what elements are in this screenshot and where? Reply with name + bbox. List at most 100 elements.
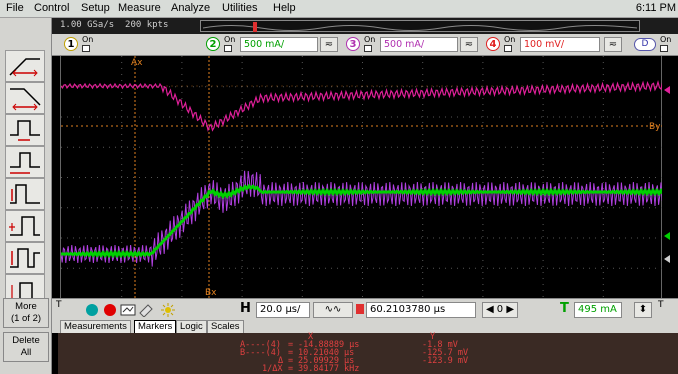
rising-edge-trigger-button[interactable] <box>5 50 45 82</box>
status-strip: 1.00 GSa/s 200 kpts <box>52 18 678 34</box>
marker-inverse-delta-x: 39.84177 kHz <box>298 364 360 374</box>
timeout-trigger-button[interactable] <box>5 210 45 242</box>
left-toolbar: More (1 of 2) Delete All <box>0 18 52 374</box>
waveform-display[interactable]: Ax Bx By <box>60 56 665 298</box>
coupling-icon: ≂ <box>324 39 334 50</box>
delay-field[interactable]: 60.2103780 µs <box>366 302 476 318</box>
menu-analyze[interactable]: Analyze <box>171 2 211 14</box>
channel-3-checkbox-icon <box>364 45 372 52</box>
trigger-level-spinner[interactable]: ⬍ <box>634 302 652 318</box>
menu-setup[interactable]: Setup <box>81 2 110 14</box>
trigger-icon: T <box>56 300 62 310</box>
channel-2-scale-field[interactable]: 500 mA/ <box>240 37 318 52</box>
marker-delta-label: Δ <box>278 356 284 366</box>
marker-b-eq: = <box>288 348 294 358</box>
digital-checkbox-icon <box>660 45 668 52</box>
channel-1-button[interactable]: 1 <box>64 37 78 51</box>
tab-measurements[interactable]: Measurements <box>60 320 131 333</box>
channel-2-on-toggle[interactable]: On <box>224 35 238 52</box>
markers-header-y: Y <box>430 332 436 342</box>
delete-sub-label: All <box>20 347 32 358</box>
more-button[interactable]: More (1 of 2) <box>3 298 49 328</box>
markers-header-x: X <box>308 332 314 342</box>
channel-4-checkbox-icon <box>504 45 512 52</box>
channel-4-scale-field[interactable]: 100 mV/ <box>520 37 600 52</box>
marker-bx-label: Bx <box>205 288 217 298</box>
run-button[interactable] <box>84 303 100 317</box>
tab-scales[interactable]: Scales <box>207 320 244 333</box>
delete-all-button[interactable]: Delete All <box>3 332 49 362</box>
channel-bar: 1 On 2 On 500 mA/ ≂ 3 On 500 mA/ ≂ 4 On … <box>52 34 678 56</box>
point-count: 200 kpts <box>125 20 169 30</box>
marker-b-x: 10.21040 µs <box>298 348 355 358</box>
channel-4-coupling-button[interactable]: ≂ <box>604 37 622 52</box>
pattern-trigger-button[interactable] <box>5 242 45 274</box>
menu-measure[interactable]: Measure <box>118 2 161 14</box>
channel-3-button[interactable]: 3 <box>346 37 360 51</box>
channel-4-waveform <box>60 79 664 132</box>
menu-file[interactable]: File <box>6 2 24 14</box>
runt-trigger-button[interactable] <box>5 178 45 210</box>
menu-utilities[interactable]: Utilities <box>222 2 258 14</box>
channel-1-on-toggle[interactable]: On <box>82 35 96 52</box>
channel-3-scale-field[interactable]: 500 mA/ <box>380 37 458 52</box>
marker-a-eq: = <box>288 340 294 350</box>
channel-2-offset-marker[interactable] <box>664 232 670 240</box>
knob-icon: ∿∿ <box>324 304 342 315</box>
marker-delta-eq: = <box>288 356 294 366</box>
delay-reference-icon <box>356 304 364 314</box>
marker-inverse-delta-label: 1/ΔX <box>262 364 283 374</box>
menu-help[interactable]: Help <box>273 2 296 14</box>
glitch-trigger-button[interactable] <box>5 146 45 178</box>
channel-4-on-toggle[interactable]: On <box>504 35 518 52</box>
tab-logic[interactable]: Logic <box>176 320 207 333</box>
spinner-icon: ⬍ <box>638 304 648 315</box>
horizontal-tag: H <box>240 301 251 316</box>
channel-3-coupling-button[interactable]: ≂ <box>460 37 478 52</box>
tab-bar: Measurements Markers Logic Scales <box>52 320 678 333</box>
menu-control[interactable]: Control <box>34 2 70 14</box>
channel-4-button[interactable]: 4 <box>486 37 500 51</box>
trigger-level-field[interactable]: 495 mA <box>574 302 622 318</box>
marker-ax-label: Ax <box>131 58 143 68</box>
marker-a-y: -1.8 mV <box>422 340 458 350</box>
pulse-width-trigger-button[interactable] <box>5 114 45 146</box>
timeout-icon <box>9 216 40 236</box>
channel-2-coupling-button[interactable]: ≂ <box>320 37 338 52</box>
pattern-icon <box>10 248 40 268</box>
control-bar: T H 20.0 µs/ ∿∿ 60.2103780 µs ◀ 0 ▶ T 49… <box>52 298 678 320</box>
marker-a-label: A----(4) <box>240 340 281 350</box>
channel-4-offset-marker[interactable] <box>664 86 670 94</box>
delay-navigation-button[interactable]: ◀ 0 ▶ <box>482 302 518 318</box>
digital-on-label: On <box>660 35 672 44</box>
clock: 6:11 PM <box>635 2 676 14</box>
markers-panel: X Y A----(4) = -14.88889 µs -1.8 mV B---… <box>58 333 678 374</box>
graticule <box>61 56 662 297</box>
glitch-icon <box>10 152 40 174</box>
waveform-canvas: Ax Bx By <box>60 56 665 298</box>
more-page-label: (1 of 2) <box>10 313 42 324</box>
digital-channels-button[interactable]: D <box>634 38 656 51</box>
channel-2-button[interactable]: 2 <box>206 37 220 51</box>
clear-display-icon[interactable] <box>138 303 154 317</box>
marker-b-label: B----(4) <box>240 348 281 358</box>
overview-waveform <box>202 22 638 32</box>
channel-3-offset-marker[interactable] <box>664 255 670 263</box>
single-button[interactable] <box>120 303 136 317</box>
channel-2-checkbox-icon <box>224 45 232 52</box>
autoscale-icon[interactable] <box>160 303 176 317</box>
horizontal-adjust-button[interactable]: ∿∿ <box>313 302 353 318</box>
marker-delta-y: -123.9 mV <box>422 356 469 366</box>
tab-markers[interactable]: Markers <box>134 320 177 333</box>
channel-3-on-toggle[interactable]: On <box>364 35 378 52</box>
delete-label: Delete <box>12 335 40 346</box>
horizontal-scale-field[interactable]: 20.0 µs/ <box>256 302 310 318</box>
menu-bar: File Control Setup Measure Analyze Utili… <box>0 0 678 18</box>
falling-edge-trigger-button[interactable] <box>5 82 45 114</box>
digital-on-toggle[interactable]: On <box>660 35 674 52</box>
sample-info: 1.00 GSa/s 200 kpts <box>60 20 168 30</box>
channel-2-on-label: On <box>224 35 236 44</box>
stop-button[interactable] <box>102 303 118 317</box>
marker-b-y: -125.7 mV <box>422 348 469 358</box>
memory-overview-bar[interactable] <box>200 20 640 32</box>
